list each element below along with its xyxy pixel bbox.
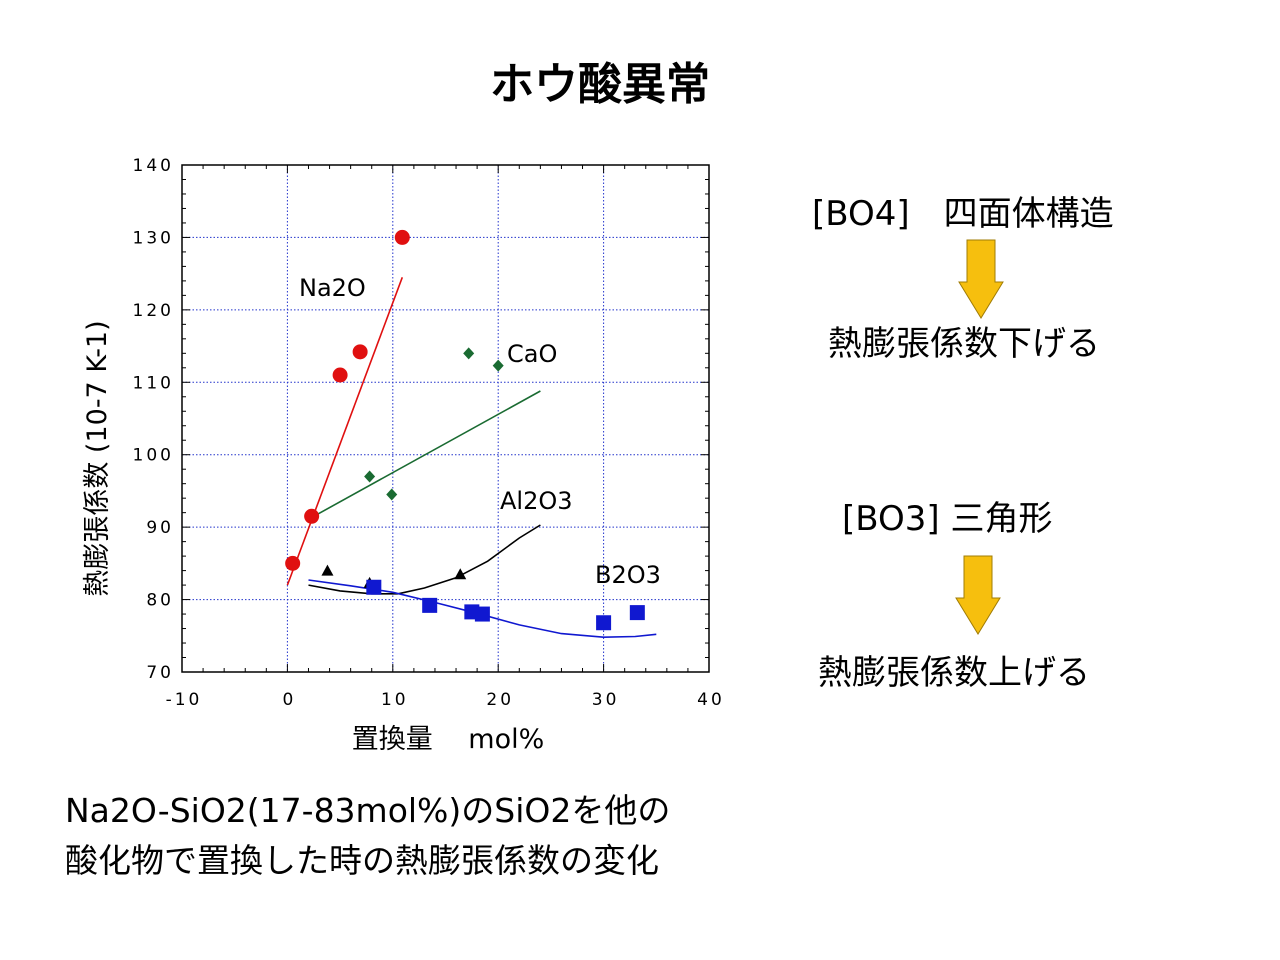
effect-up-label: 熱膨張係数上げる xyxy=(818,653,1090,693)
b2o3-point xyxy=(366,579,382,595)
y-tick-label: 80 xyxy=(146,591,174,611)
b2o3-series-label: B2O3 xyxy=(595,561,661,589)
y-tick-label: 70 xyxy=(146,663,174,683)
y-tick-label: 100 xyxy=(133,446,174,466)
al2o3-point xyxy=(321,564,334,576)
x-tick-label: 0 xyxy=(282,690,296,710)
al2o3-series-label: Al2O3 xyxy=(500,487,573,515)
y-tick-label: 140 xyxy=(133,156,174,176)
effect-down-label: 熱膨張係数下げる xyxy=(828,324,1100,364)
na2o-point xyxy=(394,229,410,245)
chart-grid xyxy=(182,165,709,672)
data-points xyxy=(285,229,645,631)
chart-ticks: -10 0 10 20 30 40 70 80 90 100 110 120 130 140 xyxy=(133,156,725,710)
b2o3-point xyxy=(629,605,645,621)
cao-point xyxy=(364,470,376,483)
cao-series-label: CaO xyxy=(507,340,557,368)
b2o3-point xyxy=(474,606,490,622)
caption-line-1: Na2O-SiO2(17-83mol%)のSiO2を他の xyxy=(65,791,671,830)
cao-point xyxy=(386,488,398,501)
x-axis-label: 置換量 mol% xyxy=(352,724,545,755)
cao-point xyxy=(492,359,504,372)
cao-point xyxy=(463,347,475,360)
na2o-series-label: Na2O xyxy=(299,274,366,302)
na2o-point xyxy=(285,555,301,571)
series-labels: Na2O CaO Al2O3 B2O3 xyxy=(299,274,661,589)
page-title: ホウ酸異常 xyxy=(490,59,710,110)
na2o-point xyxy=(332,367,348,383)
x-tick-label: 20 xyxy=(486,690,514,710)
x-tick-label: 30 xyxy=(592,690,620,710)
x-tick-label: 40 xyxy=(697,690,725,710)
al2o3-fit-line xyxy=(308,524,541,595)
cao-fit-line xyxy=(313,390,541,518)
y-tick-label: 130 xyxy=(133,228,174,248)
down-arrow-icon xyxy=(955,555,1001,635)
caption: Na2O-SiO2(17-83mol%)のSiO2を他の 酸化物で置換した時の熱… xyxy=(65,786,670,886)
y-axis-label: 熱膨張係数 (10-7 K-1) xyxy=(82,320,113,596)
y-tick-label: 90 xyxy=(146,518,174,538)
down-arrow-icon xyxy=(958,239,1004,319)
bo3-structure-label: [BO3] 三角形 xyxy=(842,499,1053,539)
bo4-structure-label: [BO4] 四面体構造 xyxy=(812,194,1114,234)
x-tick-label: 10 xyxy=(381,690,409,710)
y-tick-label: 120 xyxy=(133,301,174,321)
b2o3-point xyxy=(596,615,612,631)
na2o-point xyxy=(304,508,320,524)
na2o-point xyxy=(352,344,368,360)
al2o3-point xyxy=(454,568,467,580)
x-tick-label: -10 xyxy=(166,690,203,710)
b2o3-point xyxy=(422,597,438,613)
na2o-fit-line xyxy=(286,277,404,586)
y-tick-label: 110 xyxy=(133,373,174,393)
caption-line-2: 酸化物で置換した時の熱膨張係数の変化 xyxy=(65,841,659,880)
plot-frame xyxy=(181,164,710,673)
